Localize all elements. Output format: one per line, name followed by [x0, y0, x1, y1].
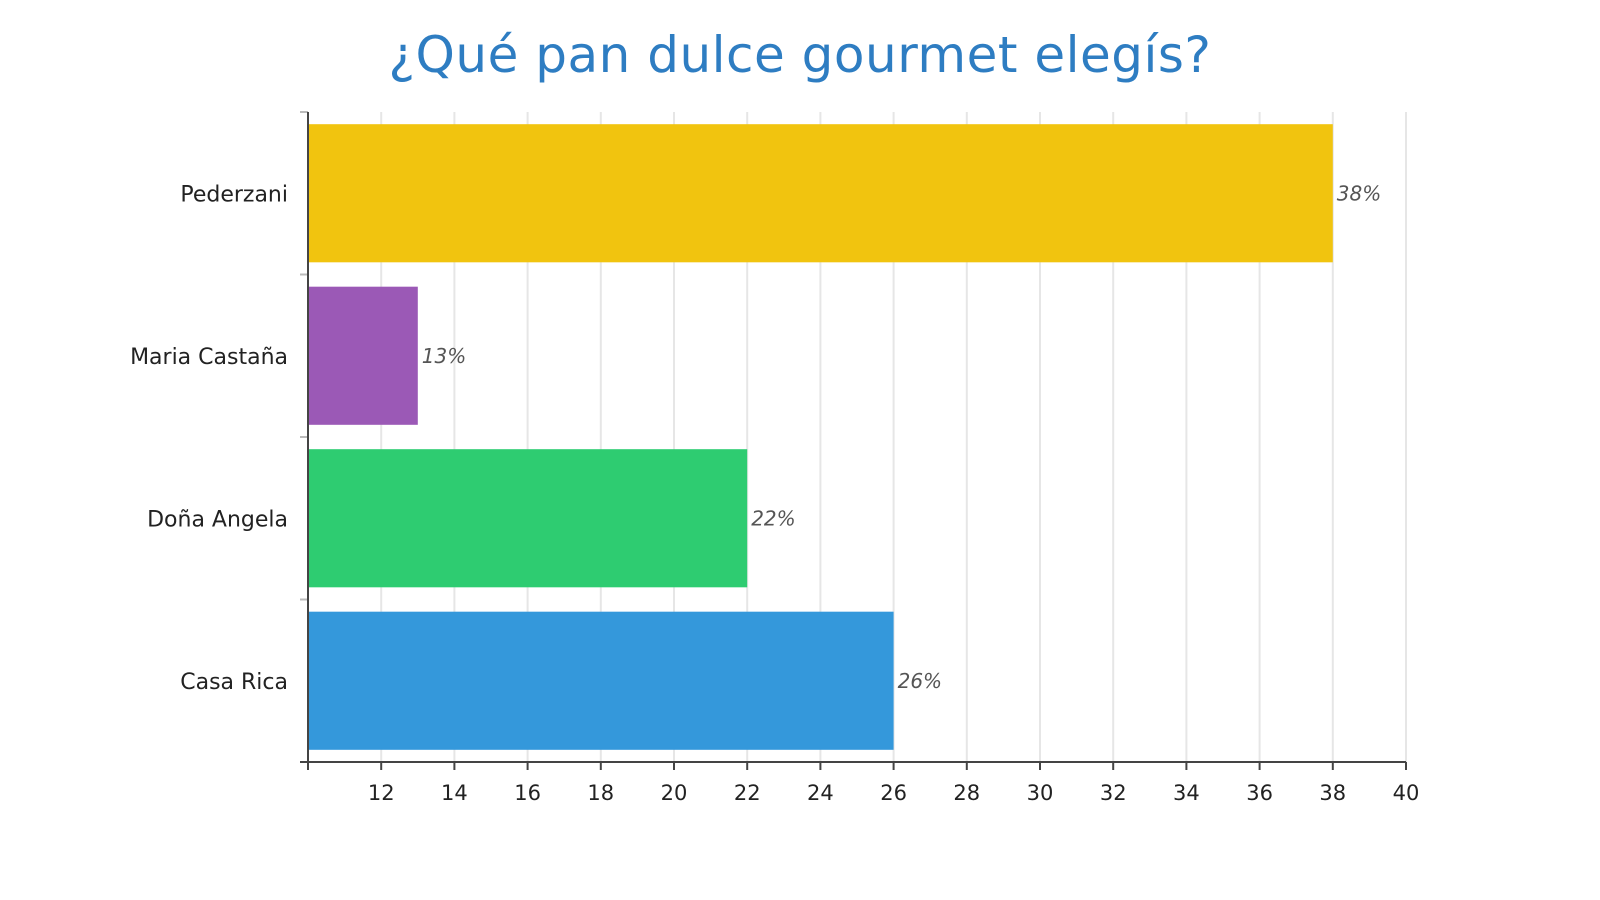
bar-2	[308, 449, 748, 588]
x-tick-label-12: 12	[368, 781, 395, 805]
data-label-0: 38%	[1337, 181, 1381, 205]
data-label-2: 22%	[751, 506, 795, 530]
bar-3	[308, 611, 894, 750]
x-tick-label-18: 18	[587, 781, 614, 805]
category-label-2: Doña Angela	[147, 507, 288, 532]
x-tick-label-38: 38	[1319, 781, 1346, 805]
chart-title: ¿Qué pan dulce gourmet elegís?	[388, 26, 1212, 84]
axes	[300, 111, 1407, 770]
x-tick-label-14: 14	[441, 781, 468, 805]
x-tick-label-26: 26	[880, 781, 907, 805]
x-tick-label-32: 32	[1100, 781, 1127, 805]
bars	[308, 124, 1333, 750]
x-tick-label-40: 40	[1393, 781, 1420, 805]
x-tick-label-30: 30	[1027, 781, 1054, 805]
x-tick-label-28: 28	[953, 781, 980, 805]
x-tick-label-34: 34	[1173, 781, 1200, 805]
category-label-1: Maria Castaña	[130, 345, 288, 370]
x-tick-label-22: 22	[734, 781, 761, 805]
x-tick-label-16: 16	[514, 781, 541, 805]
bar-1	[308, 286, 418, 425]
bar-0	[308, 124, 1333, 263]
x-tick-label-24: 24	[807, 781, 834, 805]
data-label-3: 26%	[898, 669, 942, 693]
labels: Pederzani 38% Maria Castaña 13% Doña Angela 2…	[130, 181, 1419, 805]
x-tick-label-20: 20	[661, 781, 688, 805]
category-label-0: Pederzani	[180, 182, 288, 207]
data-label-1: 13%	[422, 344, 466, 368]
category-label-3: Casa Rica	[180, 670, 288, 695]
x-tick-label-36: 36	[1246, 781, 1273, 805]
